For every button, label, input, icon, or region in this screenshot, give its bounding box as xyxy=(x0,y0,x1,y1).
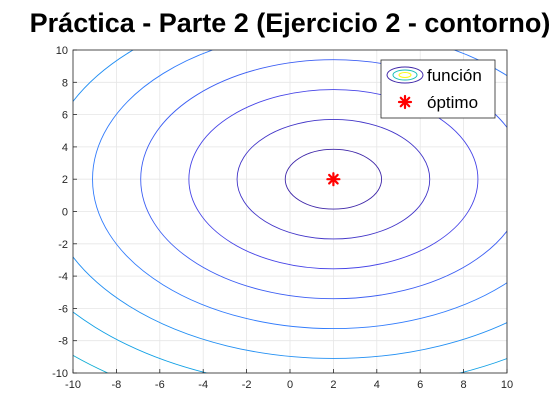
x-tick-label: 6 xyxy=(417,379,423,391)
y-tick-label: 8 xyxy=(62,77,68,89)
optimum-marker xyxy=(326,172,341,187)
contour-level-3 xyxy=(188,89,479,270)
legend-optimum-icon xyxy=(397,94,413,110)
y-tick-label: 2 xyxy=(62,174,68,186)
x-tick-label: 2 xyxy=(330,379,336,391)
legend-label-funcion: función xyxy=(427,66,482,85)
x-tick-label: -2 xyxy=(242,379,252,391)
x-tick-label: 0 xyxy=(287,379,293,391)
y-axis: -10 -8 -6 -4 -2 0 2 4 6 8 10 xyxy=(52,45,77,380)
contour-level-1 xyxy=(284,148,383,210)
legend: función óptimo xyxy=(380,59,496,119)
y-tick-label: 6 xyxy=(62,110,68,122)
legend-star-glyph xyxy=(397,94,413,110)
chart-title: Práctica - Parte 2 (Ejercicio 2 - contor… xyxy=(30,8,551,38)
legend-label-optimo: óptimo xyxy=(427,93,478,112)
y-tick-label: -10 xyxy=(52,368,68,380)
y-tick-label: 10 xyxy=(56,45,68,57)
legend-contour-icon xyxy=(386,66,424,84)
y-tick-label: -6 xyxy=(58,303,68,315)
y-tick-label: -4 xyxy=(58,271,68,283)
x-tick-label: 8 xyxy=(461,379,467,391)
contour-level-5 xyxy=(92,50,507,329)
contour-level-2 xyxy=(236,118,431,240)
optimum-point xyxy=(326,172,341,187)
x-tick-label: 4 xyxy=(374,379,380,391)
x-tick-label: -10 xyxy=(65,379,81,391)
x-tick-label: 10 xyxy=(501,379,513,391)
x-tick-label: -8 xyxy=(112,379,122,391)
x-tick-label: -4 xyxy=(198,379,208,391)
x-tick-label: -6 xyxy=(155,379,165,391)
y-tick-label: 4 xyxy=(62,142,68,154)
y-tick-label: 0 xyxy=(62,207,68,219)
x-axis: -10 -8 -6 -4 -2 0 2 4 6 8 10 xyxy=(65,369,513,391)
contour-level-6 xyxy=(73,50,507,359)
legend-box xyxy=(380,59,496,119)
y-tick-label: -8 xyxy=(58,336,68,348)
y-tick-label: -2 xyxy=(58,239,68,251)
contour-level-4 xyxy=(140,59,507,300)
